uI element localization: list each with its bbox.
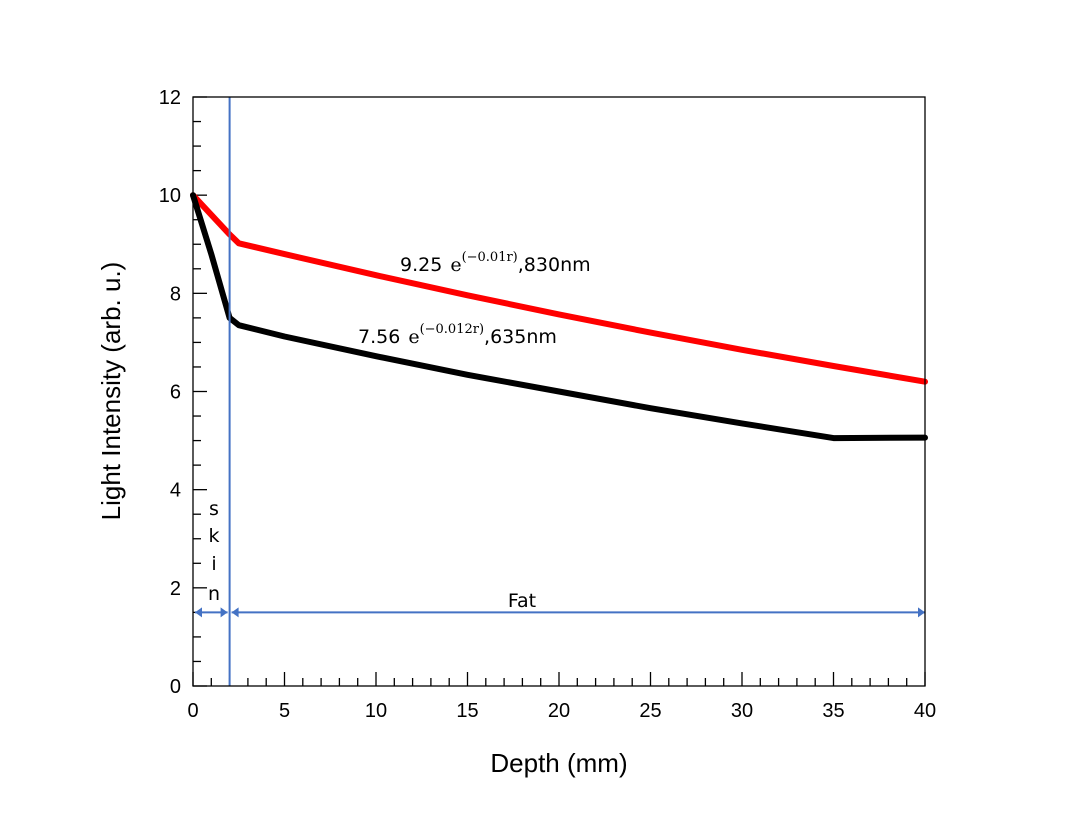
fat-region-arrow [231,607,925,618]
skin-letter-i: i [211,553,216,575]
x-tick-label: 30 [731,700,753,722]
skin-letter-n: n [208,583,220,605]
series-line-830nm [190,192,928,385]
annotation-830nm-base: e [450,254,461,276]
x-tick-label: 40 [914,700,936,722]
series-layer [190,192,928,442]
skin-letter-s: s [209,498,219,520]
annotation-830nm-exponent: (−0.01r) [462,250,518,265]
fat-label: Fat [508,590,536,612]
annotation-635nm-coef: 7.56 [358,326,400,348]
x-axis-ticks: 0 5 10 15 20 25 30 35 40 [187,672,936,722]
annotation-635nm-suffix: ,635nm [484,326,557,348]
y-tick-label: 12 [159,87,181,109]
y-tick-label: 8 [170,283,181,305]
annotation-830nm-suffix: ,830nm [518,254,591,276]
annotation-layer [195,97,925,686]
y-axis-ticks: 0 2 4 6 8 10 12 [159,87,207,698]
y-tick-label: 4 [170,480,181,502]
x-tick-label: 20 [548,700,570,722]
annotation-635nm-base: e [408,326,419,348]
annotation-830nm-coef: 9.25 [400,254,442,276]
x-tick-label: 15 [456,700,478,722]
y-tick-label: 6 [170,382,181,404]
x-tick-label: 10 [365,700,387,722]
y-axis-title: Light Intensity (arb. u.) [96,262,126,521]
x-tick-label: 35 [822,700,844,722]
x-axis-title: Depth (mm) [490,748,627,778]
annotation-830nm: 9.25 e(−0.01r),830nm [400,250,591,276]
x-tick-label: 0 [187,700,198,722]
plot-frame [192,96,926,687]
annotation-635nm-exponent: (−0.012r) [420,322,484,337]
series-line-635nm [190,192,928,442]
skin-letter-k: k [208,525,219,547]
y-tick-label: 10 [159,185,181,207]
x-tick-label: 25 [639,700,661,722]
skin-region-arrow [195,607,228,618]
annotation-635nm: 7.56 e(−0.012r),635nm [358,322,557,348]
y-tick-label: 0 [170,676,181,698]
x-tick-label: 5 [279,700,290,722]
y-tick-label: 2 [170,578,181,600]
